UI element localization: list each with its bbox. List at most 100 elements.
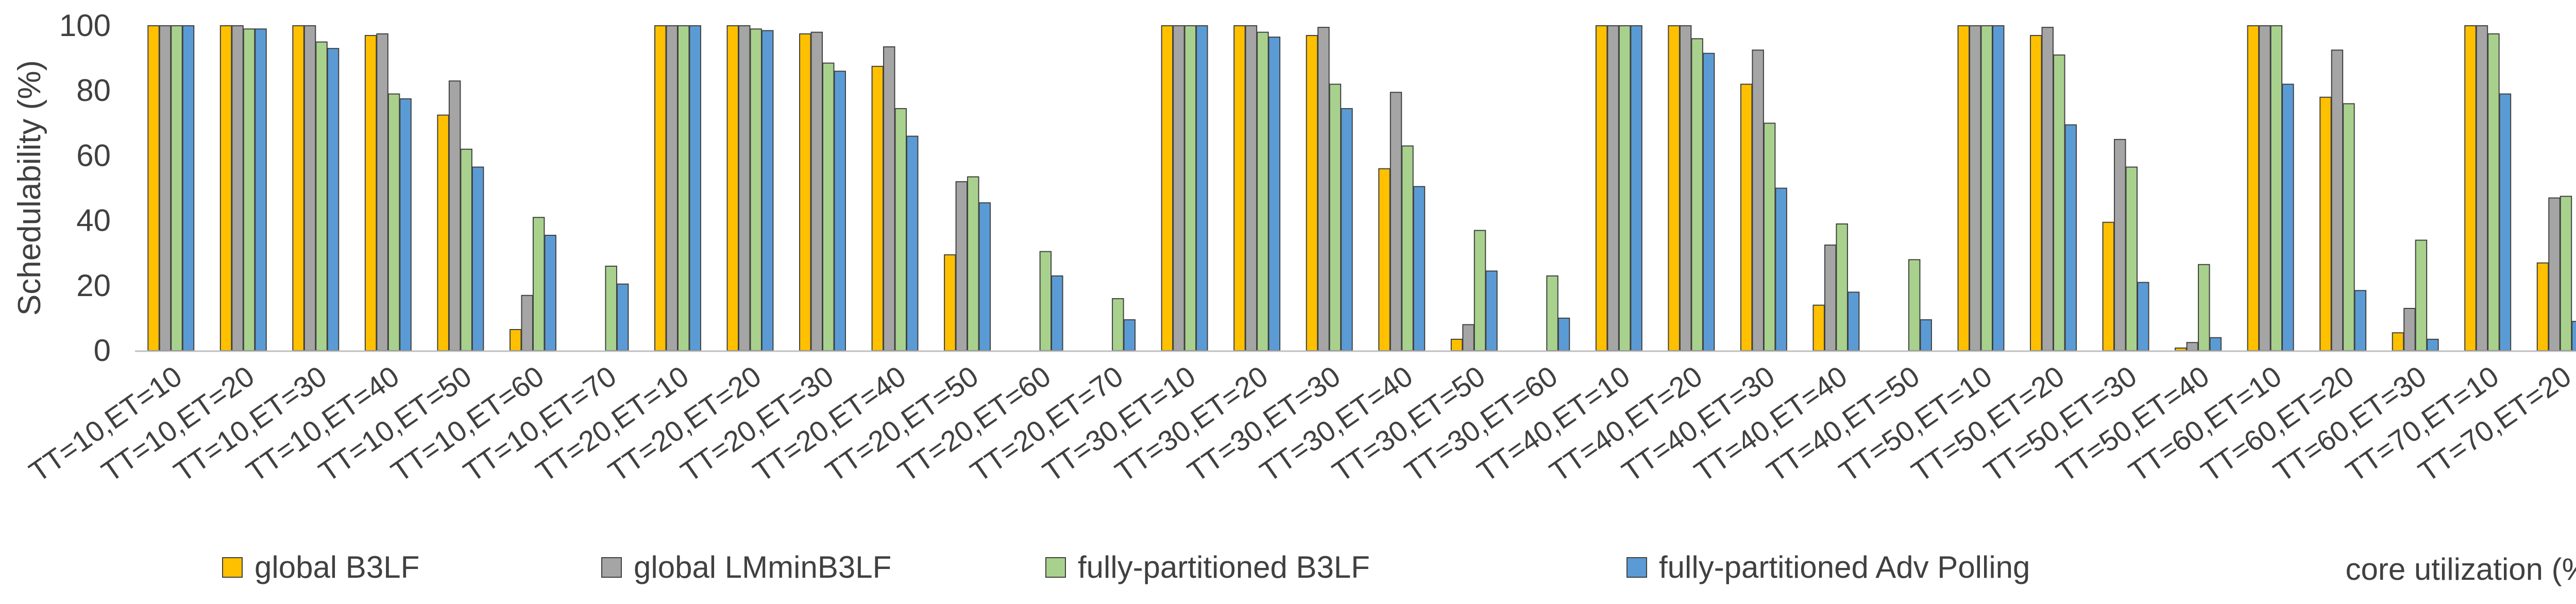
bar xyxy=(2548,197,2561,351)
bar xyxy=(147,25,160,351)
bar xyxy=(2499,93,2512,351)
bar xyxy=(2247,25,2260,351)
category-group xyxy=(2247,25,2294,351)
bar xyxy=(1920,319,1932,351)
bar xyxy=(2125,166,2138,351)
bar xyxy=(1462,324,1475,352)
legend-swatch xyxy=(601,557,622,578)
bar xyxy=(834,71,846,351)
bar xyxy=(1413,186,1426,351)
bar xyxy=(292,25,304,351)
bar xyxy=(2209,337,2222,352)
bar xyxy=(1184,25,1197,351)
bar xyxy=(1679,25,1692,351)
category-group xyxy=(1908,259,1932,351)
bar xyxy=(2571,321,2576,352)
bar xyxy=(1039,251,1052,351)
bar xyxy=(2259,25,2271,351)
bar xyxy=(1740,83,1753,351)
bar xyxy=(750,28,762,352)
bar xyxy=(654,25,667,351)
bar xyxy=(2560,196,2572,351)
bar xyxy=(738,25,751,351)
category-group xyxy=(1378,92,1426,351)
bar xyxy=(509,329,522,351)
legend-label: fully-partitioned B3LF xyxy=(1078,550,1370,584)
bar xyxy=(1329,83,1342,351)
bar xyxy=(2114,139,2126,351)
bar xyxy=(2064,124,2077,352)
bar xyxy=(2476,25,2488,351)
bar xyxy=(2175,347,2187,352)
bar xyxy=(1245,25,1258,351)
bar xyxy=(955,181,968,351)
bar xyxy=(2536,262,2549,351)
legend-label: global LMminB3LF xyxy=(634,550,891,584)
bar xyxy=(810,31,823,352)
bar xyxy=(1401,145,1414,351)
category-group xyxy=(1595,25,1642,351)
category-group xyxy=(1812,223,1860,352)
bar xyxy=(1557,317,1570,352)
bar xyxy=(303,25,316,351)
bar xyxy=(2354,290,2367,352)
bar xyxy=(1957,25,1970,351)
bar xyxy=(666,25,678,351)
bar xyxy=(1257,31,1269,352)
bar xyxy=(689,25,701,351)
bar xyxy=(471,166,484,351)
bar xyxy=(1812,304,1825,351)
bar xyxy=(1763,123,1776,352)
bar xyxy=(1378,168,1391,351)
bar xyxy=(364,34,377,352)
bar xyxy=(2137,282,2149,351)
bar xyxy=(219,25,232,351)
bar xyxy=(1775,187,1787,351)
y-tick-label: 20 xyxy=(76,268,111,303)
bar xyxy=(2319,96,2332,351)
bar xyxy=(1173,25,1185,351)
bar xyxy=(1161,25,1174,351)
category-group xyxy=(2175,264,2222,352)
bar xyxy=(437,114,449,351)
legend-swatch xyxy=(1045,557,1066,578)
bar xyxy=(1450,338,1463,351)
category-group xyxy=(2464,25,2512,351)
legend-swatch xyxy=(222,557,243,578)
category-group xyxy=(2392,239,2439,351)
bar xyxy=(1992,25,2005,351)
category-group xyxy=(147,25,195,351)
y-axis-title: Schedulability (%) xyxy=(12,60,47,316)
category-group xyxy=(509,217,556,351)
bar xyxy=(1668,25,1680,351)
bar xyxy=(1618,25,1631,351)
category-group xyxy=(1450,230,1498,352)
bar xyxy=(1268,37,1281,351)
legend-label: global B3LF xyxy=(255,550,419,584)
category-group xyxy=(1740,49,1787,352)
category-group xyxy=(437,80,484,351)
bar xyxy=(1341,108,1353,351)
bar xyxy=(616,283,629,352)
category-group xyxy=(2319,49,2367,352)
bar xyxy=(327,48,340,352)
category-group xyxy=(292,25,340,352)
bar xyxy=(2331,49,2344,351)
category-group xyxy=(1668,25,1715,352)
category-group xyxy=(364,33,412,352)
bar xyxy=(1847,291,1860,351)
legend-item: fully-partitioned B3LF xyxy=(1045,550,1370,584)
bar xyxy=(1969,25,1981,351)
category-group xyxy=(219,25,267,352)
bar xyxy=(2415,239,2428,351)
bar xyxy=(2343,103,2355,351)
bar xyxy=(605,265,617,351)
category-group xyxy=(1546,275,1570,352)
y-axis-title-group: Schedulability (%) xyxy=(12,60,47,316)
bar xyxy=(315,41,328,352)
legend-label: fully-partitioned Adv Polling xyxy=(1659,550,2030,584)
bar xyxy=(1691,38,1703,352)
bar xyxy=(906,135,919,351)
bar xyxy=(1123,319,1136,351)
